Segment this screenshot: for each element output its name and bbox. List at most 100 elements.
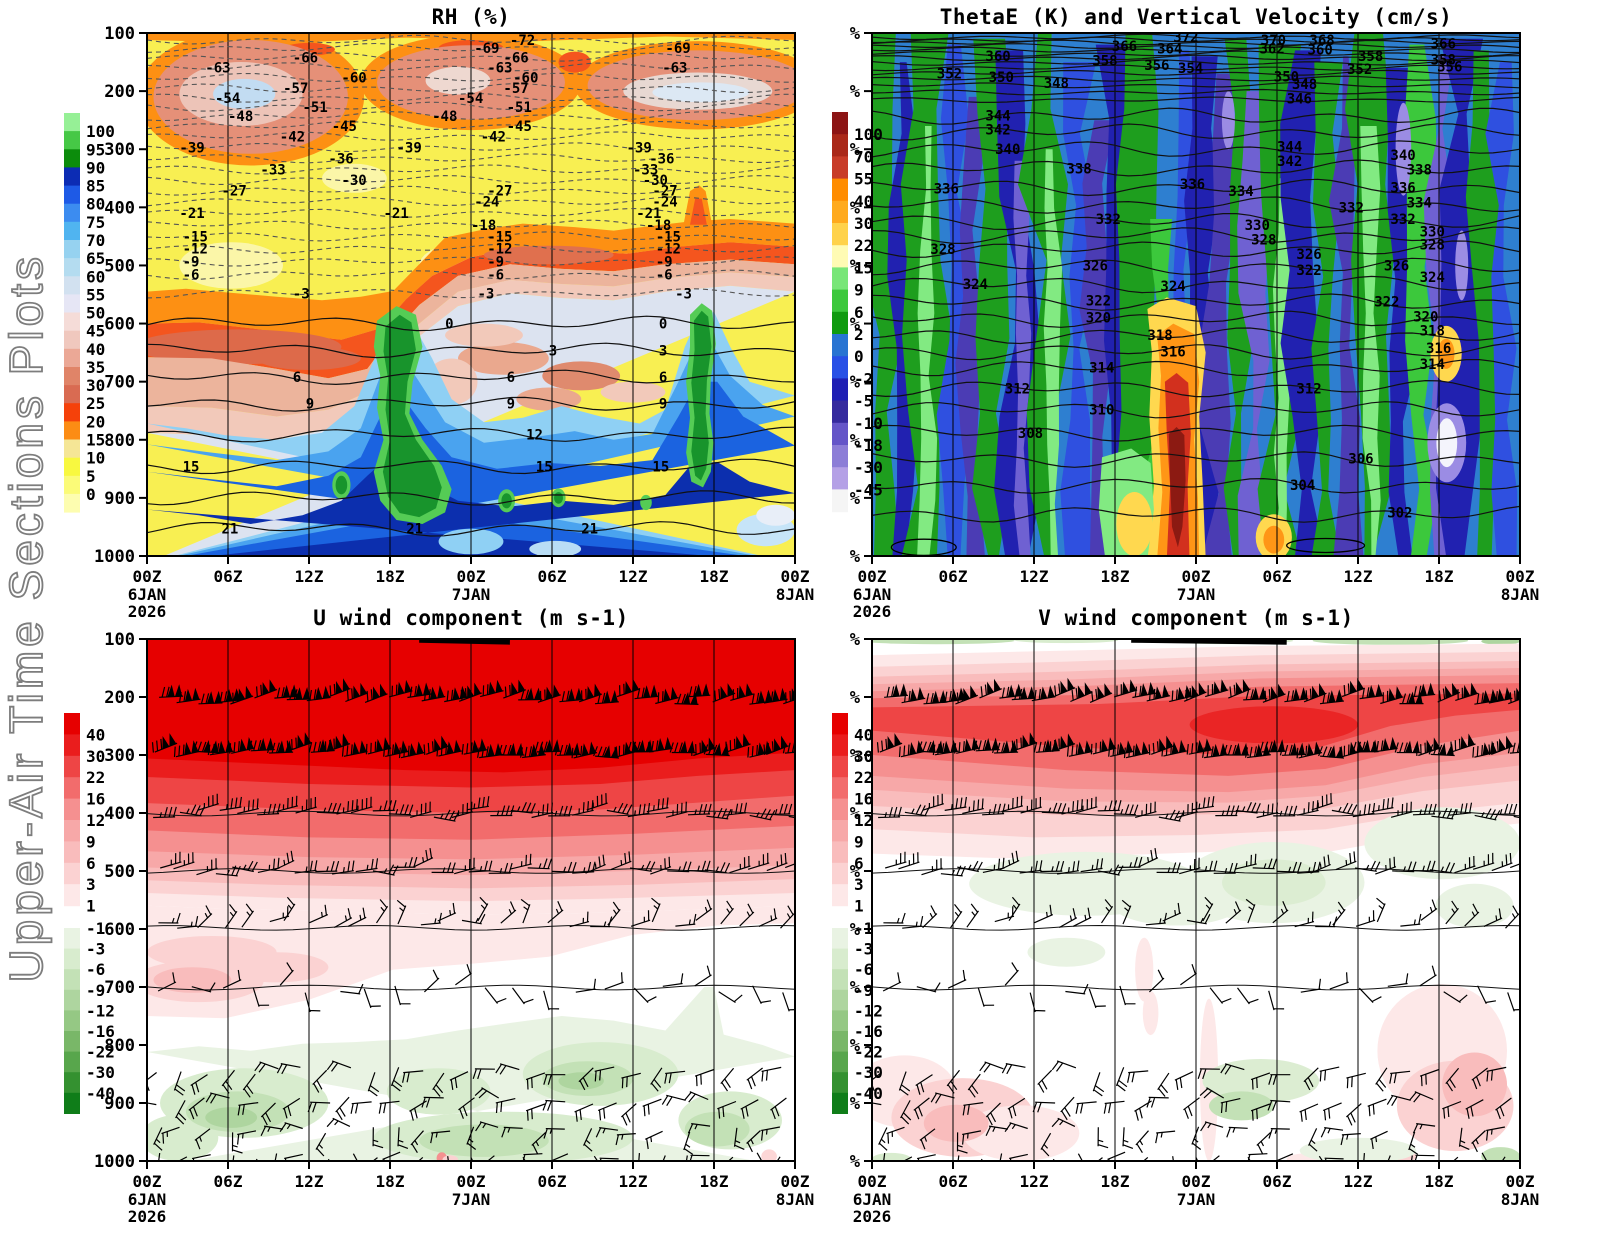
svg-text:6: 6: [293, 370, 301, 386]
svg-text:328: 328: [1251, 232, 1276, 248]
svg-text:6: 6: [507, 370, 515, 386]
svg-text:-51: -51: [507, 100, 532, 116]
svg-text:-39: -39: [397, 141, 422, 157]
svg-text:-6: -6: [86, 960, 105, 979]
svg-text:320: 320: [1086, 311, 1111, 327]
svg-text:55: 55: [854, 170, 873, 189]
svg-text:700: 700: [104, 373, 135, 393]
svg-text:-30: -30: [854, 458, 883, 477]
svg-text:2026: 2026: [853, 1207, 892, 1226]
svg-text:-22: -22: [854, 1043, 883, 1062]
svg-text:-12: -12: [487, 242, 512, 258]
svg-text:2026: 2026: [128, 1207, 167, 1226]
svg-text:00Z: 00Z: [781, 1172, 810, 1191]
svg-text:-54: -54: [458, 91, 483, 107]
svg-text:-45: -45: [332, 119, 357, 135]
svg-text:800: 800: [104, 1036, 135, 1056]
svg-text:0: 0: [445, 317, 453, 333]
svg-text:-12: -12: [183, 242, 208, 258]
svg-text:358: 358: [1358, 49, 1383, 65]
svg-text:80: 80: [86, 195, 105, 214]
svg-text:06Z: 06Z: [1263, 567, 1292, 586]
svg-text:18Z: 18Z: [1101, 1172, 1130, 1191]
svg-text:%: %: [850, 1094, 861, 1114]
svg-text:%: %: [850, 140, 861, 160]
svg-text:25: 25: [86, 394, 105, 413]
svg-text:70: 70: [86, 231, 105, 250]
svg-text:%: %: [850, 373, 861, 393]
svg-text:-36: -36: [328, 152, 353, 168]
svg-text:18Z: 18Z: [1425, 1172, 1454, 1191]
svg-text:-39: -39: [627, 141, 652, 157]
svg-text:338: 338: [1066, 161, 1091, 177]
svg-text:12: 12: [86, 811, 105, 830]
svg-text:6JAN: 6JAN: [853, 1190, 892, 1209]
svg-text:15: 15: [854, 258, 873, 277]
svg-text:-16: -16: [86, 1022, 115, 1041]
svg-text:6: 6: [854, 303, 864, 322]
svg-text:70: 70: [854, 147, 873, 166]
svg-text:12Z: 12Z: [1020, 1172, 1049, 1191]
svg-text:320: 320: [1413, 310, 1438, 326]
svg-text:18Z: 18Z: [700, 567, 729, 586]
svg-text:304: 304: [1290, 478, 1315, 494]
svg-text:-21: -21: [636, 206, 661, 222]
svg-text:-60: -60: [341, 71, 366, 87]
svg-text:06Z: 06Z: [214, 1172, 243, 1191]
svg-text:30: 30: [854, 747, 873, 766]
svg-text:0: 0: [86, 485, 96, 504]
svg-text:352: 352: [937, 67, 962, 83]
svg-text:%: %: [850, 1036, 861, 1056]
rh-panel-title: RH (%): [431, 5, 511, 29]
svg-text:-27: -27: [222, 184, 247, 200]
svg-text:20: 20: [86, 412, 105, 431]
svg-text:7JAN: 7JAN: [452, 1190, 491, 1209]
svg-text:362: 362: [1260, 42, 1285, 58]
svg-text:18Z: 18Z: [1101, 567, 1130, 586]
svg-text:-9: -9: [183, 254, 200, 270]
svg-text:340: 340: [995, 142, 1020, 158]
svg-text:900: 900: [104, 489, 135, 509]
svg-text:%: %: [850, 1152, 861, 1172]
svg-text:318: 318: [1420, 324, 1445, 340]
svg-text:900: 900: [104, 1094, 135, 1114]
svg-text:-6: -6: [656, 268, 673, 284]
svg-text:-33: -33: [633, 163, 658, 179]
svg-text:800: 800: [104, 431, 135, 451]
svg-text:500: 500: [104, 862, 135, 882]
svg-text:12Z: 12Z: [295, 567, 324, 586]
svg-text:372: 372: [1173, 30, 1198, 46]
svg-text:12: 12: [854, 811, 873, 830]
svg-text:35: 35: [86, 358, 105, 377]
svg-text:326: 326: [1083, 258, 1108, 274]
svg-text:16: 16: [86, 790, 105, 809]
svg-text:312: 312: [1296, 382, 1321, 398]
svg-text:15: 15: [536, 460, 553, 476]
svg-text:346: 346: [1287, 92, 1312, 108]
svg-text:326: 326: [1296, 247, 1321, 263]
svg-text:00Z: 00Z: [858, 1172, 887, 1191]
svg-text:322: 322: [1374, 295, 1399, 311]
svg-text:-69: -69: [665, 41, 690, 57]
svg-text:55: 55: [86, 285, 105, 304]
svg-text:%: %: [850, 688, 861, 708]
svg-text:314: 314: [1089, 361, 1114, 377]
svg-text:-15: -15: [656, 229, 681, 245]
u-wind-panel-title: U wind component (m s-1): [313, 606, 629, 630]
svg-text:18Z: 18Z: [1425, 567, 1454, 586]
svg-text:18Z: 18Z: [700, 1172, 729, 1191]
svg-text:%: %: [850, 489, 861, 509]
svg-text:21: 21: [406, 522, 423, 538]
svg-text:6JAN: 6JAN: [128, 585, 167, 604]
svg-text:334: 334: [1228, 184, 1253, 200]
svg-text:3: 3: [854, 875, 864, 894]
svg-text:06Z: 06Z: [939, 567, 968, 586]
svg-text:06Z: 06Z: [939, 1172, 968, 1191]
svg-text:00Z: 00Z: [133, 1172, 162, 1191]
svg-text:6: 6: [854, 854, 864, 873]
svg-text:-63: -63: [205, 60, 230, 76]
svg-text:1: 1: [854, 897, 864, 916]
svg-text:338: 338: [1407, 163, 1432, 179]
svg-text:06Z: 06Z: [538, 567, 567, 586]
svg-text:352: 352: [1347, 62, 1372, 78]
